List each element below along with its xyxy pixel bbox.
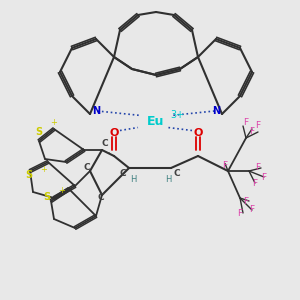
Text: F: F <box>255 164 261 172</box>
Text: C: C <box>120 169 126 178</box>
Text: F: F <box>243 196 249 206</box>
Text: C: C <box>174 169 180 178</box>
Text: C: C <box>97 194 104 202</box>
Text: F: F <box>249 206 255 214</box>
Text: F: F <box>243 118 249 127</box>
Text: H: H <box>165 176 171 184</box>
Text: S: S <box>25 170 32 181</box>
Text: +: + <box>58 186 65 195</box>
Text: O: O <box>193 128 203 139</box>
Text: S: S <box>43 191 50 202</box>
Text: 3+: 3+ <box>170 110 184 121</box>
Text: H: H <box>130 176 137 184</box>
Text: F: F <box>249 128 255 136</box>
Text: F: F <box>237 208 243 217</box>
Text: C: C <box>84 164 90 172</box>
Text: N: N <box>92 106 100 116</box>
Text: +: + <box>40 165 47 174</box>
Text: F: F <box>255 122 261 130</box>
Text: F: F <box>261 172 267 182</box>
Text: O: O <box>109 128 119 139</box>
Text: N: N <box>212 106 220 116</box>
Text: F: F <box>252 178 258 188</box>
Text: C: C <box>102 140 108 148</box>
Text: F: F <box>222 160 228 169</box>
Text: S: S <box>35 127 43 137</box>
Text: -: - <box>106 148 110 158</box>
Text: Eu: Eu <box>147 115 165 128</box>
Text: +: + <box>51 118 57 127</box>
